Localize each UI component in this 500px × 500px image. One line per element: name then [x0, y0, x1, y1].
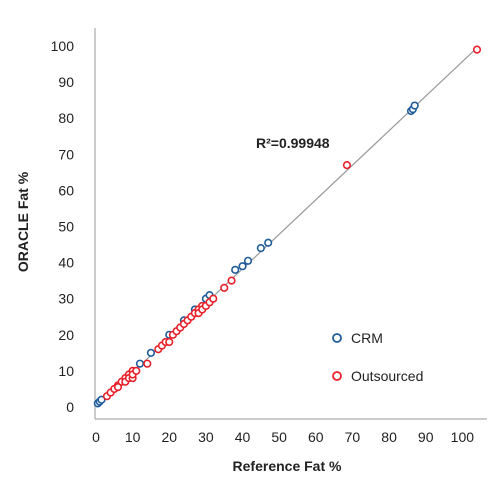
y-axis-title: ORACLE Fat % — [15, 171, 31, 272]
data-point-crm — [146, 348, 156, 357]
y-tick-label: 0 — [66, 399, 74, 415]
y-tick-label: 50 — [58, 219, 74, 235]
data-point-crm — [243, 256, 253, 265]
data-point-outsourced — [113, 383, 123, 392]
data-point-outsourced — [342, 161, 352, 170]
data-point-outsourced — [472, 45, 482, 54]
data-point-outsourced — [143, 359, 152, 368]
y-tick-label: 10 — [58, 363, 74, 379]
data-point-crm — [410, 101, 419, 110]
data-point-crm — [97, 395, 106, 404]
x-tick-label: 40 — [235, 429, 251, 445]
data-point-crm — [256, 244, 265, 253]
x-tick-label: 90 — [418, 429, 434, 445]
x-tick-label: 30 — [198, 429, 214, 445]
y-tick-label: 60 — [58, 182, 74, 198]
x-axis-title: Reference Fat % — [233, 458, 342, 474]
legend-marker-crm — [332, 333, 342, 343]
data-point-crm — [264, 238, 273, 247]
y-tick-label: 90 — [58, 74, 74, 90]
data-point-outsourced — [220, 283, 229, 292]
y-tick-label: 20 — [58, 327, 74, 343]
x-tick-labels: 0 10 20 30 40 50 60 70 80 90 100 — [92, 429, 474, 445]
data-point-outsourced — [165, 337, 174, 347]
x-tick-label: 60 — [308, 429, 324, 445]
y-tick-label: 40 — [58, 255, 74, 271]
axes — [94, 28, 487, 420]
x-tick-label: 20 — [161, 429, 177, 445]
data-point-crm — [238, 262, 247, 271]
x-tick-label: 80 — [381, 429, 397, 445]
y-tick-labels: 0 10 20 30 40 50 60 70 80 90 100 — [51, 38, 75, 415]
x-tick-label: 100 — [451, 429, 475, 445]
data-point-outsourced — [132, 366, 141, 376]
x-tick-label: 0 — [92, 429, 100, 445]
legend-label-crm: CRM — [351, 330, 383, 346]
data-points — [93, 45, 482, 408]
r-squared-annotation: R²=0.99948 — [256, 135, 330, 151]
legend-marker-outsourced — [332, 371, 342, 381]
y-tick-label: 70 — [58, 146, 74, 162]
x-tick-label: 50 — [271, 429, 287, 445]
y-tick-label: 100 — [51, 38, 75, 54]
legend: CRM Outsourced — [332, 330, 423, 384]
data-point-outsourced — [227, 276, 236, 285]
data-point-outsourced — [209, 294, 218, 303]
data-point-crm — [135, 359, 145, 368]
x-tick-label: 70 — [345, 429, 361, 445]
y-tick-label: 80 — [58, 110, 74, 126]
data-point-crm — [231, 265, 240, 274]
y-tick-label: 30 — [58, 291, 74, 307]
x-tick-label: 10 — [125, 429, 141, 445]
legend-label-outsourced: Outsourced — [351, 368, 423, 384]
